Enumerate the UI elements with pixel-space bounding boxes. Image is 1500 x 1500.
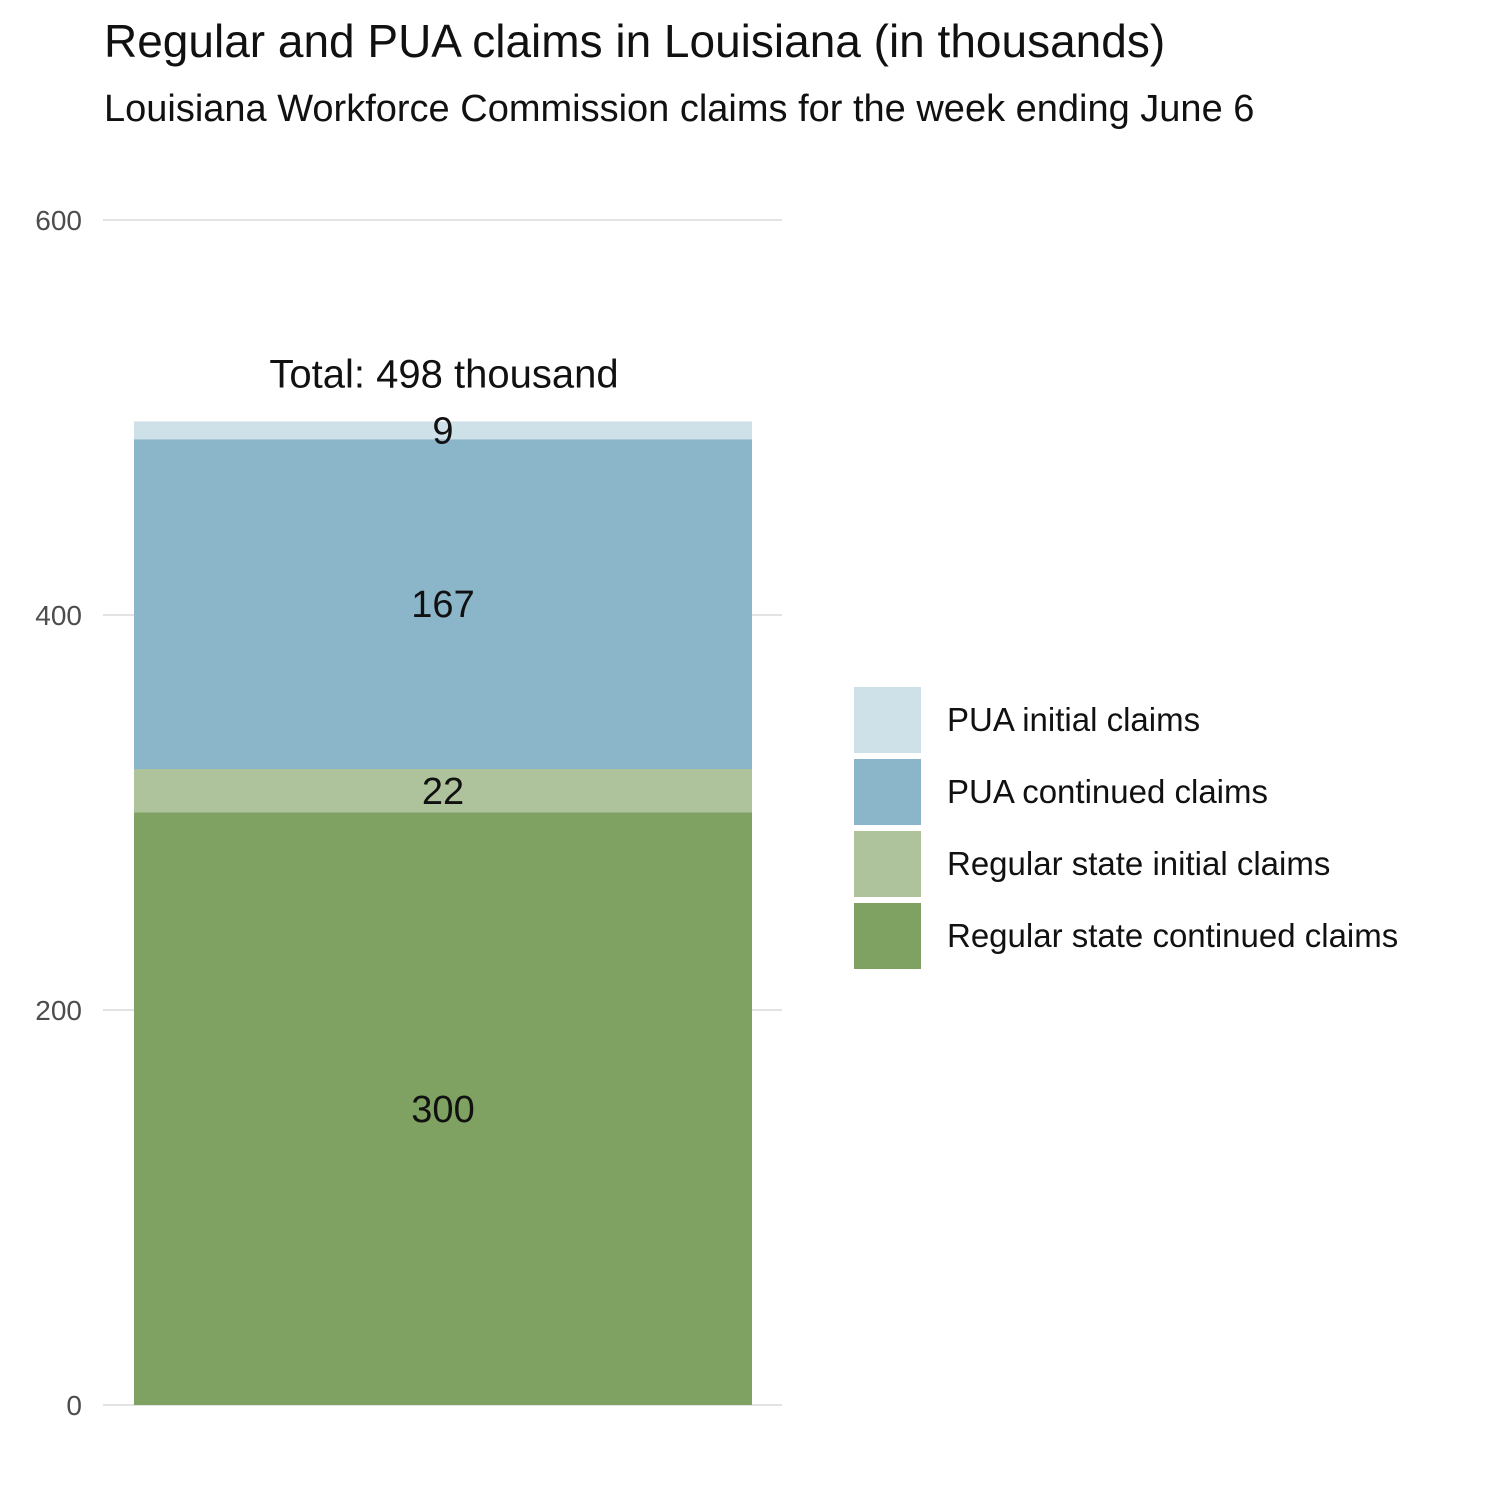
data-label: 167	[411, 584, 474, 626]
data-label: 9	[432, 410, 453, 452]
y-tick-label: 600	[35, 205, 82, 236]
bar-segment	[134, 812, 752, 1405]
legend: PUA initial claims PUA continued claims Re…	[854, 684, 1398, 972]
y-tick-label: 0	[66, 1390, 82, 1421]
legend-item: PUA initial claims	[854, 684, 1398, 756]
legend-swatch	[854, 687, 921, 753]
legend-swatch	[854, 831, 921, 897]
data-label: 22	[422, 771, 464, 813]
bar-segment	[134, 439, 752, 770]
stacked-bar	[134, 421, 752, 1405]
legend-label: Regular state continued claims	[947, 917, 1399, 954]
bar-segment	[134, 769, 752, 813]
y-axis-ticks: 0 200 400 600	[35, 205, 82, 1421]
data-labels: 300 22 167 9 Total: 498 thousand	[269, 352, 618, 1130]
legend-label: PUA initial claims	[947, 701, 1201, 738]
chart-subtitle: Louisiana Workforce Commission claims fo…	[104, 88, 1255, 130]
legend-swatch	[854, 759, 921, 825]
legend-label: Regular state initial claims	[947, 845, 1331, 882]
chart-title: Regular and PUA claims in Louisiana (in …	[104, 15, 1166, 67]
bar-segment	[134, 421, 752, 440]
legend-swatch	[854, 903, 921, 969]
y-tick-label: 400	[35, 600, 82, 631]
legend-item: Regular state continued claims	[854, 900, 1398, 972]
legend-item: PUA continued claims	[854, 756, 1398, 828]
legend-item: Regular state initial claims	[854, 828, 1398, 900]
data-label: 300	[411, 1089, 474, 1131]
total-label: Total: 498 thousand	[269, 352, 618, 396]
y-tick-label: 200	[35, 995, 82, 1026]
legend-label: PUA continued claims	[947, 773, 1268, 810]
